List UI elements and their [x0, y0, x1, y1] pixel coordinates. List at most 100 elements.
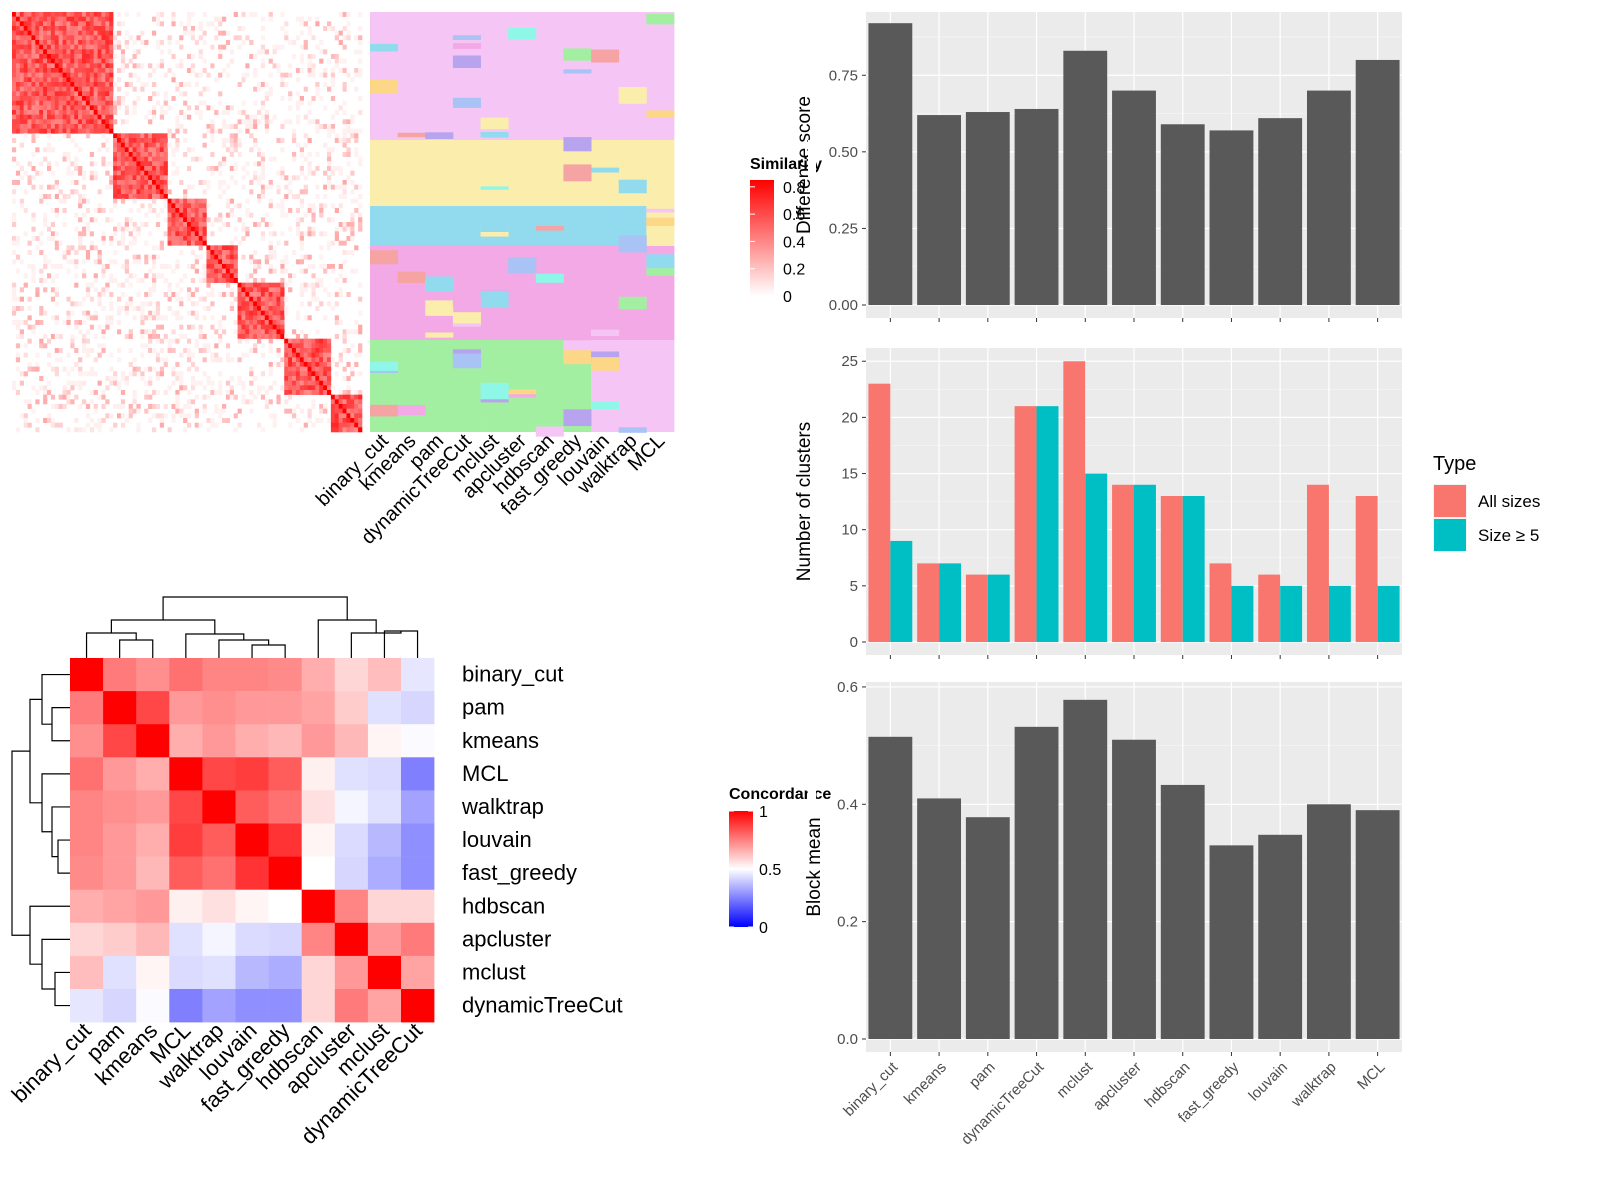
concordance-cell: [401, 989, 435, 1023]
concordance-cell: [367, 790, 402, 824]
similarity-legend: Similarity 0.8 0.6 0.4 0.2 0: [750, 156, 822, 306]
concordance-cell: [103, 790, 137, 824]
row-label: binary_cut: [462, 662, 564, 687]
y-tick-label: 0.75: [829, 67, 858, 84]
concordance-cell: [367, 658, 402, 692]
concordance-cell: [268, 724, 302, 758]
concordance-cell: [235, 790, 269, 824]
bar: [917, 798, 962, 1039]
bar: [1258, 118, 1303, 306]
bar: [1112, 90, 1156, 305]
concordance-cell: [401, 889, 435, 924]
concordance-cell: [334, 889, 369, 924]
dendrogram-branch: [51, 806, 70, 858]
dendrogram-branch: [251, 644, 286, 658]
concordance-cell: [169, 658, 203, 692]
concordance-cell: [334, 724, 369, 758]
bar: [917, 115, 962, 305]
concordance-cell: [235, 724, 269, 758]
y-tick-label: 0.50: [829, 144, 858, 161]
concordance-cell: [401, 790, 435, 824]
bar: [1209, 845, 1254, 1039]
concordance-cell: [401, 757, 435, 791]
concordance-cell: [367, 989, 402, 1023]
concordance-cell: [136, 922, 170, 957]
x-tick-label: dynamicTreeCut: [958, 1058, 1048, 1148]
concordance-cell: [367, 856, 402, 890]
concordance-cell: [367, 724, 402, 758]
concordance-cell: [268, 823, 302, 857]
dendrogram-branch: [185, 633, 245, 658]
y-axis-label: Difference score: [794, 96, 815, 234]
dendrogram-branch: [85, 632, 137, 658]
row-label: MCL: [462, 761, 508, 786]
concordance-cell: [268, 955, 302, 990]
concordance-cell: [202, 856, 236, 890]
dendrogram-branch: [29, 698, 42, 804]
bar: [1209, 563, 1232, 642]
bar: [1258, 834, 1303, 1039]
concordance-cell: [367, 757, 402, 791]
concordance-cell: [268, 922, 302, 957]
bar-charts: 0.00 0.25 0.50 0.75 Difference score 0 5 10 15 20…: [794, 12, 1540, 1148]
concordance-cell: [301, 790, 336, 824]
concordance-cell: [401, 856, 435, 890]
concordance-cell: [235, 955, 269, 990]
concordance-cell: [367, 889, 402, 924]
dendrogram-branch: [350, 631, 402, 658]
dendrogram-branch: [317, 619, 377, 658]
x-tick-label: louvain: [1245, 1059, 1291, 1105]
x-tick-label: walktrap: [1288, 1059, 1340, 1111]
concordance-cell: [103, 922, 137, 957]
bar: [987, 574, 1010, 642]
concordance-cell: [202, 989, 236, 1023]
concordance-cell: [401, 724, 435, 758]
concordance-legend: Concordance 1 0.5 0: [729, 786, 831, 937]
concordance-cell: [268, 790, 302, 824]
concordance-cell: [70, 724, 104, 758]
legend-swatch: [1434, 519, 1466, 551]
concordance-cell: [202, 658, 236, 692]
row-label: walktrap: [461, 794, 544, 819]
y-tick-label: 5: [850, 578, 858, 595]
bar: [1377, 585, 1400, 642]
legend-tick-label: 0.4: [783, 234, 805, 251]
concordance-cell: [103, 889, 137, 924]
concordance-cell: [136, 691, 170, 725]
dendrogram-branch: [41, 938, 70, 990]
row-label: fast_greedy: [462, 860, 577, 885]
concordance-cell: [103, 989, 137, 1023]
concordance-cell: [301, 889, 336, 924]
concordance-cell: [70, 790, 104, 824]
bar: [1258, 574, 1281, 642]
legend-tick-label: 1: [759, 804, 768, 821]
bar: [868, 383, 891, 642]
concordance-cell: [301, 757, 336, 791]
bar: [868, 23, 913, 305]
concordance-cell: [367, 955, 402, 990]
dendrogram-branch: [41, 773, 70, 833]
concordance-cell: [367, 922, 402, 957]
concordance-cell: [334, 823, 369, 857]
concordance-cell: [136, 823, 170, 857]
concordance-cell: [235, 691, 269, 725]
row-label: kmeans: [462, 728, 539, 753]
x-tick-label: MCL: [1354, 1059, 1388, 1093]
concordance-cell: [301, 989, 336, 1023]
concordance-cell: [70, 922, 104, 957]
bar: [965, 112, 1010, 306]
concordance-cell: [334, 757, 369, 791]
concordance-cell: [136, 989, 170, 1023]
x-tick-label: mclust: [1053, 1058, 1096, 1101]
legend-label: All sizes: [1478, 492, 1540, 511]
concordance-cells: [70, 658, 435, 1023]
concordance-cell: [235, 856, 269, 890]
bar: [1063, 361, 1086, 642]
concordance-cell: [334, 790, 369, 824]
bar: [1231, 585, 1254, 642]
concordance-cell: [301, 691, 336, 725]
bar: [965, 817, 1010, 1039]
concordance-cell: [268, 691, 302, 725]
concordance-cell: [70, 955, 104, 990]
